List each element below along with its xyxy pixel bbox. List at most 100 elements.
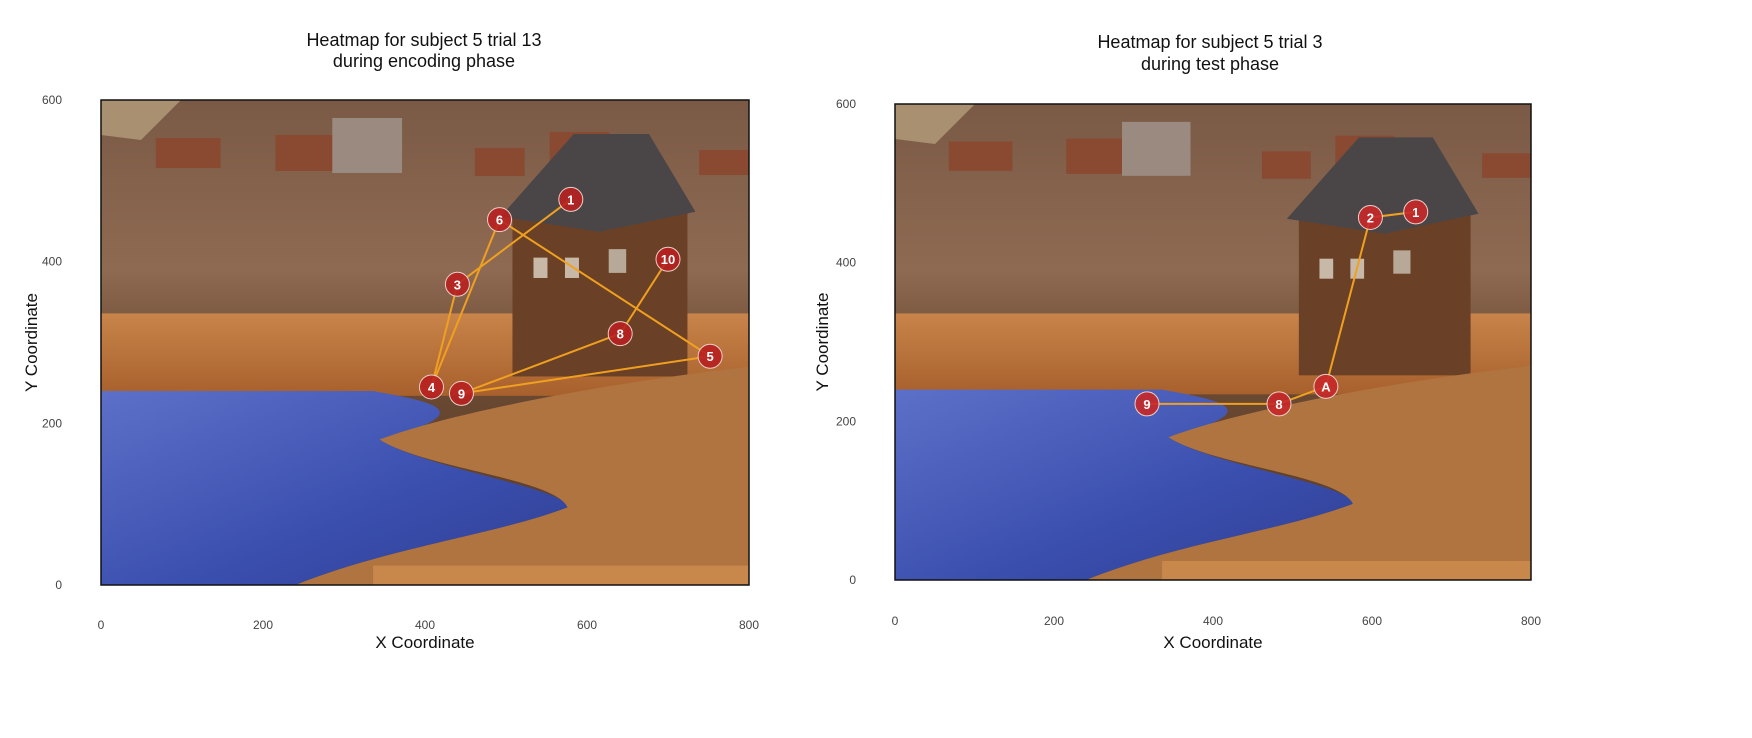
fixation-marker xyxy=(444,271,470,297)
scanpath-segment xyxy=(430,219,501,388)
cabin-roof xyxy=(1286,137,1479,234)
fixation-point-9: 9 xyxy=(1134,391,1160,417)
foreground-grass xyxy=(1085,365,1531,580)
chart-subtitle: during test phase xyxy=(1141,54,1279,74)
background-building xyxy=(1261,151,1311,179)
chart-title: Heatmap for subject 5 trial 13 xyxy=(306,30,541,50)
fixation-marker xyxy=(697,343,723,369)
scanpath-segment xyxy=(461,332,621,395)
fixation-marker xyxy=(1313,373,1339,399)
fixation-label: 1 xyxy=(567,192,574,207)
fixation-label: 4 xyxy=(428,380,436,395)
background-photo xyxy=(895,104,1531,580)
foreground-grass xyxy=(295,366,749,585)
scanpath-segment xyxy=(456,198,572,286)
chart-subtitle: during encoding phase xyxy=(333,51,515,71)
fixation-marker xyxy=(1134,391,1160,417)
background-photo xyxy=(101,100,749,585)
fixation-label: 9 xyxy=(458,386,465,401)
x-tick-label: 400 xyxy=(415,618,435,632)
fixation-marker xyxy=(487,207,513,233)
y-axis-label: Y Coordinate xyxy=(813,293,832,392)
x-axis-label: X Coordinate xyxy=(375,633,474,652)
cabin-wall xyxy=(512,206,688,377)
fixation-marker xyxy=(558,186,584,212)
fixation-marker xyxy=(1357,204,1383,230)
fixation-point-1: 1 xyxy=(558,186,584,212)
x-tick-label: 600 xyxy=(577,618,597,632)
chart-panel-encoding: Heatmap for subject 5 trial 13 during enc… xyxy=(22,30,759,652)
scanpath-segment xyxy=(619,258,669,335)
y-tick-label: 600 xyxy=(42,93,62,107)
fixation-marker xyxy=(418,374,444,400)
scanpath-segment xyxy=(430,284,459,388)
fixation-point-4: 4 xyxy=(418,374,444,400)
y-tick-label: 0 xyxy=(55,578,62,592)
pond xyxy=(101,391,568,585)
x-tick-label: 600 xyxy=(1362,614,1382,628)
scanpath-segment xyxy=(461,355,711,395)
fixation-label: 1 xyxy=(1412,205,1419,220)
fixation-label: 8 xyxy=(617,327,624,342)
fixation-point-8: 8 xyxy=(607,321,633,347)
fixation-point-1: 1 xyxy=(1403,199,1429,225)
far-hill xyxy=(101,100,181,140)
cabin-window xyxy=(1393,250,1411,274)
fixation-marker xyxy=(607,321,633,347)
cabin-roof xyxy=(500,133,696,232)
plot-frame xyxy=(100,99,750,586)
fixation-marker xyxy=(1403,199,1429,225)
fixation-marker xyxy=(655,246,681,272)
background-building xyxy=(155,138,221,168)
background-building xyxy=(474,148,525,176)
scanpath-segment xyxy=(1324,217,1372,387)
cabin-window xyxy=(608,249,627,273)
fixation-marker xyxy=(448,380,474,406)
background-building xyxy=(948,141,1013,171)
fixation-point-A: A xyxy=(1313,373,1339,399)
fixation-point-2: 2 xyxy=(1357,204,1383,230)
fixation-label: 5 xyxy=(707,349,714,364)
chart-panel-test: Heatmap for subject 5 trial 3 during test… xyxy=(813,0,1752,738)
scanpath-segment xyxy=(498,218,711,358)
fixation-label: 9 xyxy=(1143,397,1150,412)
fixation-label: 2 xyxy=(1367,210,1374,225)
fixation-point-3: 3 xyxy=(444,271,470,297)
fixation-label: 8 xyxy=(1275,397,1282,412)
x-tick-label: 200 xyxy=(1044,614,1064,628)
background-building xyxy=(1122,121,1191,176)
y-tick-label: 600 xyxy=(836,97,856,111)
foreground-grass-strip xyxy=(1162,560,1531,580)
x-tick-label: 800 xyxy=(1521,614,1541,628)
x-tick-label: 0 xyxy=(98,618,105,632)
chart-title: Heatmap for subject 5 trial 3 xyxy=(1097,32,1322,52)
fixation-point-10: 10 xyxy=(655,246,681,272)
far-hill xyxy=(895,104,975,144)
fixation-point-8: 8 xyxy=(1266,391,1292,417)
fixation-label: 10 xyxy=(661,252,675,267)
foreground-grass-strip xyxy=(373,565,749,585)
background-building xyxy=(332,118,403,173)
cabin-window xyxy=(1319,258,1334,279)
x-axis-label: X Coordinate xyxy=(1163,633,1262,652)
background-building xyxy=(1482,153,1531,178)
x-tick-label: 800 xyxy=(739,618,759,632)
y-axis-label: Y Coordinate xyxy=(22,293,41,392)
y-tick-label: 400 xyxy=(42,255,62,269)
pond xyxy=(895,389,1353,580)
plot-frame xyxy=(894,103,1532,581)
x-tick-label: 400 xyxy=(1203,614,1223,628)
cabin-window xyxy=(533,257,548,278)
x-tick-label: 0 xyxy=(892,614,899,628)
fixation-label: 3 xyxy=(454,277,461,292)
fixation-point-5: 5 xyxy=(697,343,723,369)
y-tick-label: 0 xyxy=(849,573,856,587)
fixation-label: 6 xyxy=(496,213,503,228)
x-tick-label: 200 xyxy=(253,618,273,632)
y-tick-label: 400 xyxy=(836,256,856,270)
y-tick-label: 200 xyxy=(836,414,856,428)
cabin-wall xyxy=(1298,208,1471,376)
fixation-marker xyxy=(1266,391,1292,417)
fixation-label: A xyxy=(1321,379,1331,394)
fixation-point-6: 6 xyxy=(487,207,513,233)
